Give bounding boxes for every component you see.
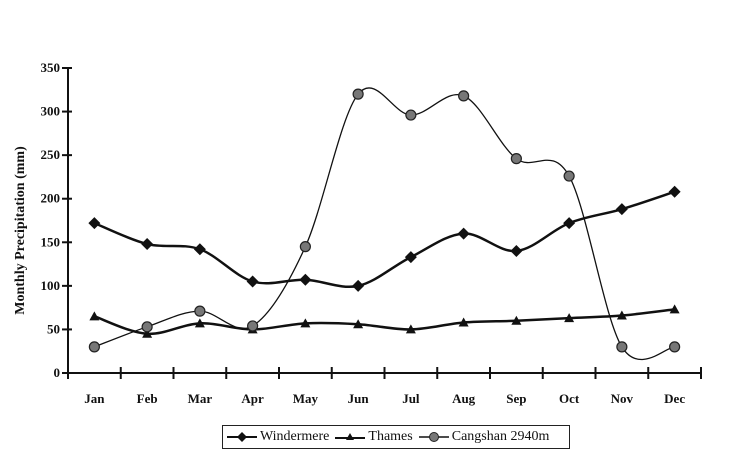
triangle-marker [564,313,575,323]
triangle-marker [353,319,364,329]
y-tick-label: 50 [47,321,60,336]
x-tick-label: Jun [348,391,370,406]
x-tick-label: Mar [188,391,213,406]
triangle-marker [405,324,416,334]
diamond-marker [299,273,312,286]
circle-marker [616,341,628,353]
triangle-marker [89,311,100,321]
triangle-marker [458,317,469,327]
x-tick-label: Sep [506,391,526,406]
triangle-marker [300,318,311,328]
series-thames [89,304,680,338]
diamond-marker [88,217,101,230]
circle-marker [510,153,522,165]
legend-label: Thames [368,429,413,444]
triangle-marker [669,304,680,314]
chart-legend: Windermere Thames Cangshan 2940m [222,425,570,449]
y-tick-label: 300 [41,104,61,119]
legend-label: Windermere [260,429,330,444]
diamond-marker [668,185,681,198]
circle-marker [563,170,575,182]
x-tick-label: Nov [611,391,634,406]
x-tick-label: Feb [137,391,158,406]
diamond-marker [246,275,259,288]
diamond-marker [563,217,576,230]
x-tick-label: Dec [664,391,685,406]
triangle-marker [616,310,627,320]
diamond-marker-icon [227,432,257,442]
circle-marker [141,321,153,333]
diamond-marker [510,245,523,257]
diamond-marker [141,238,154,251]
circle-marker-icon [418,432,449,442]
y-axis-label: Monthly Precipitation (mm) [13,146,28,315]
x-tick-label: Apr [241,391,264,406]
y-tick-label: 350 [41,60,61,75]
x-tick-label: Aug [452,391,476,406]
y-tick-label: 250 [41,147,61,162]
circle-marker [194,305,206,317]
series-cangshan-2940m [88,87,681,361]
circle-marker [669,341,681,353]
legend-item-cangshan: Cangshan 2940m [418,429,550,445]
x-tick-label: May [293,391,319,406]
legend-item-windermere: Windermere [227,429,329,445]
circle-marker [88,341,100,353]
diamond-marker [352,279,365,292]
y-tick-label: 0 [54,365,61,380]
diamond-marker [193,243,206,256]
circle-marker [247,320,259,332]
diamond-marker [615,203,628,216]
legend-label: Cangshan 2940m [451,429,550,444]
y-tick-label: 150 [41,234,61,249]
circle-marker [458,90,470,102]
series-windermere [88,185,681,292]
circle-marker [405,109,417,121]
x-tick-label: Jan [84,391,105,406]
x-tick-label: Oct [559,391,580,406]
diamond-marker [404,251,417,264]
y-tick-label: 200 [41,191,61,206]
diamond-marker [457,227,470,240]
circle-marker [352,88,364,100]
x-tick-label: Jul [402,391,420,406]
legend-item-thames: Thames [335,429,413,445]
circle-marker [299,241,311,253]
y-tick-label: 100 [41,278,61,293]
triangle-marker [194,318,205,328]
triangle-marker [511,315,522,325]
triangle-marker-icon [335,433,366,440]
triangle-marker [142,328,153,338]
